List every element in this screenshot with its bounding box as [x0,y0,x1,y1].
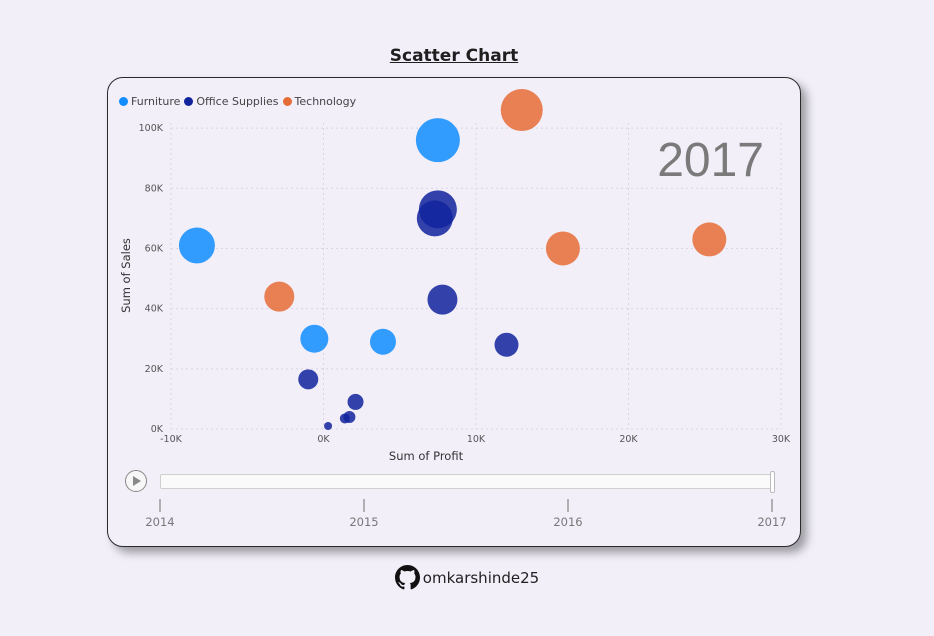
y-tick-label: 60K [145,243,164,254]
legend-item[interactable]: Office Supplies [184,95,279,108]
data-point [369,328,396,355]
chart-legend: Furniture Office Supplies Technology [119,95,360,108]
x-axis-label: Sum of Profit [389,449,464,463]
data-point [298,369,319,390]
y-tick-label: 40K [145,304,164,315]
data-point [178,227,215,264]
data-point [339,413,350,424]
y-tick-label: 80K [145,183,164,194]
data-point [545,231,580,266]
data-point [494,332,519,357]
play-icon[interactable] [125,470,147,492]
y-tick-label: 20K [145,364,164,375]
x-tick-label: -10K [160,434,183,445]
y-axis-label: Sum of Sales [119,238,133,313]
y-tick-label: 100K [139,123,164,134]
x-tick-label: 0K [317,434,330,445]
x-tick-label: 10K [467,434,486,445]
timeline-label: 2017 [757,515,786,529]
legend-dot [119,97,128,106]
github-username[interactable]: omkarshinde25 [422,568,540,587]
timeline-label: 2015 [349,515,378,529]
page-title: Scatter Chart [389,46,519,66]
timeline-label: 2014 [145,515,174,529]
data-point [300,324,329,353]
github-icon [394,565,420,590]
data-point [324,421,333,430]
data-point [264,281,295,312]
legend-dot [184,97,194,106]
data-point [427,284,458,315]
data-point [500,89,543,132]
legend-label: Office Supplies [196,95,279,108]
timeline-slider-handle[interactable] [770,471,775,493]
data-point [416,200,453,237]
legend-item[interactable]: Technology [282,95,357,108]
legend-label: Technology [294,95,357,108]
play-axis: 2014 2015 2016 2017 [108,466,802,536]
chart-card: -10K 0K 10K 20K 30K 0K 20K 40K 60K 80K 100K Sum of … [107,77,801,547]
data-point [692,222,727,257]
timeline-axis: 2014 2015 2016 2017 [145,499,787,529]
legend-label: Furniture [131,95,181,108]
legend-item[interactable]: Furniture [119,95,180,108]
x-tick-label: 20K [619,434,638,445]
footer: omkarshinde25 [0,565,934,590]
data-point [415,118,460,163]
timeline-label: 2016 [553,515,582,529]
x-tick-label: 30K [772,434,791,445]
play-axis-value: 2017 [657,134,764,187]
y-tick-label: 0K [151,424,164,435]
legend-dot [282,97,292,106]
data-point [347,393,364,410]
